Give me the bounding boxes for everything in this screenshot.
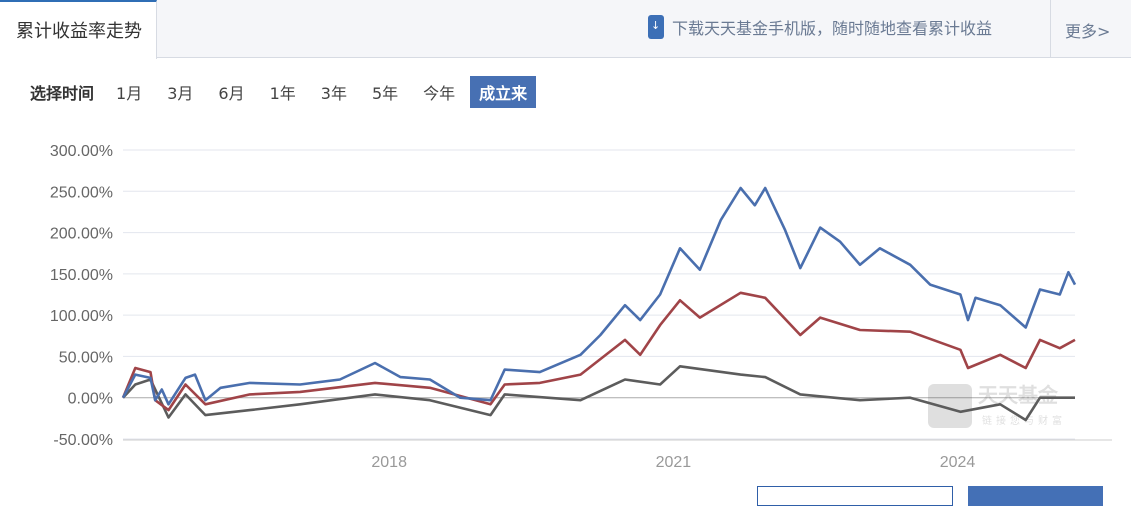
y-tick-label: 0.00% — [68, 391, 113, 408]
more-link[interactable]: 更多> — [1050, 0, 1131, 58]
range-since-inception[interactable]: 成立来 — [470, 76, 537, 108]
y-tick-label: 200.00% — [50, 226, 113, 243]
range-ytd[interactable]: 今年 — [423, 84, 456, 103]
y-tick-label: 50.00% — [59, 349, 113, 366]
series-line-0 — [121, 186, 1077, 406]
range-3m[interactable]: 3月 — [167, 84, 194, 103]
time-range-selector: 选择时间 1月 3月 6月 1年 3年 5年 今年 成立来 — [30, 76, 561, 108]
y-tick-label: -50.00% — [53, 432, 113, 449]
y-tick-label: 150.00% — [50, 267, 113, 284]
compare-button[interactable] — [968, 486, 1103, 506]
tab-cumulative-return[interactable]: 累计收益率走势 — [0, 0, 157, 59]
watermark-logo: 天天基金 链接您与财富 — [928, 383, 1066, 428]
app-download-link[interactable]: 下载天天基金手机版，随时随地查看累计收益 — [648, 15, 992, 39]
x-tick-label: 2018 — [371, 454, 407, 471]
x-tick-label: 2024 — [940, 454, 976, 471]
range-1m[interactable]: 1月 — [116, 84, 143, 103]
series-line-1 — [121, 291, 1076, 412]
promo-text: 下载天天基金手机版，随时随地查看累计收益 — [672, 19, 993, 38]
range-1y[interactable]: 1年 — [269, 84, 296, 103]
svg-text:链接您与财富: 链接您与财富 — [982, 414, 1066, 427]
y-tick-label: 300.00% — [50, 143, 113, 160]
compare-fund-input[interactable] — [757, 486, 953, 506]
range-5y[interactable]: 5年 — [371, 84, 399, 103]
phone-download-icon — [648, 15, 664, 39]
range-6m[interactable]: 6月 — [218, 84, 245, 103]
y-tick-label: 100.00% — [50, 308, 113, 325]
y-tick-label: 250.00% — [50, 184, 113, 201]
svg-text:天天基金: 天天基金 — [978, 383, 1059, 407]
range-3y[interactable]: 3年 — [320, 84, 347, 103]
time-select-label: 选择时间 — [30, 84, 95, 103]
tab-bar: 累计收益率走势 下载天天基金手机版，随时随地查看累计收益 更多> — [0, 0, 1131, 59]
series-line-2 — [122, 364, 1075, 422]
x-tick-label: 2021 — [656, 454, 692, 471]
